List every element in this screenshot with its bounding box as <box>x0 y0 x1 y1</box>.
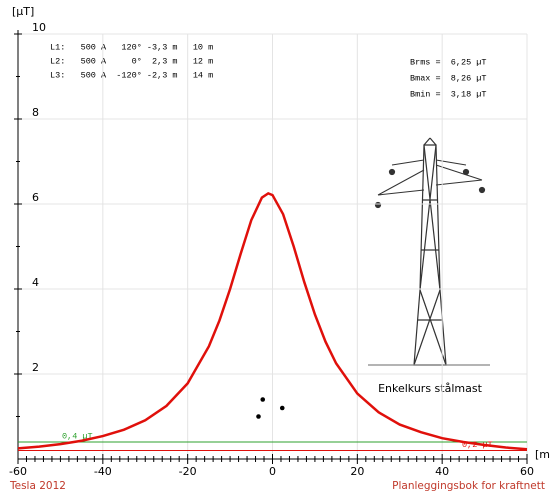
footer-left: Tesla 2012 <box>9 480 66 492</box>
conductor <box>279 405 285 411</box>
x-tick-label: -40 <box>94 465 112 478</box>
conductor-row: L2: 500 A 0° 2,3 m 12 m <box>50 56 213 66</box>
conductor <box>260 397 266 402</box>
result: Bmax = 8,26 µT <box>410 73 487 83</box>
y-tick-label: 8 <box>32 106 39 119</box>
result: Brms = 6,25 µT <box>410 57 487 67</box>
tower-illustration <box>365 128 490 373</box>
y-tick-label: 6 <box>32 191 39 204</box>
footer-right: Planleggingsbok for kraftnett <box>392 480 545 492</box>
x-tick-label: -60 <box>9 465 27 478</box>
x-tick-label: 0 <box>269 465 276 478</box>
conductor-row: L1: 500 A 120° -3,3 m 10 m <box>50 42 213 52</box>
tower-caption: Enkelkurs stålmast <box>378 382 483 395</box>
y-tick-label: 4 <box>32 276 39 289</box>
x-tick-label: 60 <box>520 465 534 478</box>
reference-label: 0,4 µT <box>62 431 93 441</box>
conductor-row: L3: 500 A -120° -2,3 m 14 m <box>50 70 213 80</box>
x-tick-label: 20 <box>350 465 364 478</box>
x-tick-label: -20 <box>179 465 197 478</box>
x-tick-label: 40 <box>435 465 449 478</box>
y-unit: [µT] <box>12 5 34 18</box>
result: Bmin = 3,18 µT <box>410 89 487 99</box>
curve <box>17 191 528 451</box>
x-unit: [m] <box>535 448 551 461</box>
conductor <box>256 414 261 419</box>
y-tick-label: 10 <box>32 21 46 34</box>
y-tick-label: 2 <box>32 361 39 374</box>
